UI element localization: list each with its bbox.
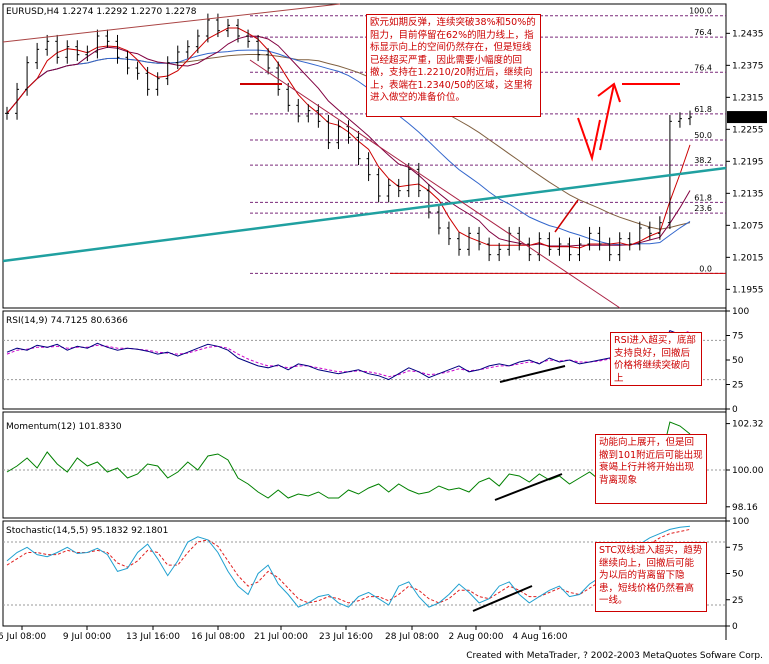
price-pane-title: EURUSD,H4 1.2274 1.2292 1.2270 1.2278 (6, 7, 197, 17)
stoch-support-line (472, 585, 533, 612)
price-tick-label-8: 1.1955 (732, 285, 764, 295)
fib-label-4: 50.0 (694, 131, 712, 140)
price-tick-label-5: 1.2135 (732, 189, 764, 199)
ma-mid-line (6, 35, 691, 247)
rsi-tick-label-4: 0 (732, 405, 738, 415)
fib-label-6: 61.8 (694, 193, 712, 202)
channel-line-down (249, 59, 621, 309)
rsi-line (6, 329, 691, 381)
fib-label-3: 61.8 (694, 105, 712, 114)
rsi-support-line (499, 365, 566, 383)
target-arrow-shaft (599, 83, 615, 151)
channel-line-top (2, 3, 341, 43)
note-rsi: RSI进入超买，底部支持良好，回撤后价格将继续突破向上 (610, 332, 702, 386)
footer-credit: Created with MetaTrader, ? 2002-2003 Met… (466, 651, 763, 661)
x-tick-label-6: 28 Jul 08:00 (385, 632, 439, 642)
rsi-tick-label-3: 25 (732, 381, 743, 391)
note-main: 欧元如期反弹，连续突破38%和50%的阻力，目前停留在62%的阻力线上，指标显示… (366, 14, 541, 117)
price-tick-label-1: 1.2375 (732, 61, 764, 71)
x-tick-label-8: 4 Aug 16:00 (513, 632, 568, 642)
target-arrow-head (597, 82, 621, 103)
stoch-tick-label-2: 50 (732, 570, 744, 580)
x-tick-label-1: 9 Jul 00:00 (63, 632, 112, 642)
fib-label-1: 76.4 (694, 28, 712, 37)
fib-label-2: 76.4 (694, 63, 712, 72)
momentum-line (6, 421, 691, 499)
x-tick-label-3: 16 Jul 08:00 (191, 632, 245, 642)
momentum-support-line (494, 473, 563, 501)
price-tick-label-2: 1.2315 (732, 93, 764, 103)
ma-slow-line (6, 49, 691, 246)
stoch-tick-label-1: 75 (732, 543, 743, 553)
momentum-tick-label-2: 98.16 (732, 503, 758, 513)
rsi-tick-label-2: 50 (732, 356, 744, 366)
breakout-marker (554, 199, 579, 233)
last-price-box (727, 111, 767, 124)
x-tick-label-0: 6 Jul 08:00 (0, 632, 46, 642)
rsi-tick-label-1: 75 (732, 332, 743, 342)
note-stochastic: STC双线进入超买，趋势继续向上，回撤后可能为以后的背离留下隐患，短线价格仍然看… (595, 542, 707, 612)
x-tick-label-2: 13 Jul 16:00 (126, 632, 180, 642)
fib-label-7: 23.6 (694, 204, 712, 213)
rsi-pane-title: RSI(14,9) 74.7125 80.6366 (6, 316, 128, 326)
x-tick-label-4: 21 Jul 00:00 (254, 632, 308, 642)
stoch-tick-label-0: 100 (732, 517, 749, 527)
stoch-pane-title: Stochastic(14,5,5) 95.1832 92.1801 (6, 526, 168, 536)
fib-label-8: 0.0 (699, 264, 712, 273)
price-tick-label-3: 1.2255 (732, 125, 764, 135)
pullback-arrow (577, 117, 601, 162)
pane-0-frame (2, 3, 727, 309)
price-tick-label-6: 1.2075 (732, 221, 764, 231)
fib-label-0: 100.0 (689, 7, 712, 16)
note-momentum: 动能向上展开，但是回撤到101附近后可能出现衰竭上行并将开始出现背离现象 (595, 434, 707, 504)
fib-label-5: 38.2 (694, 156, 712, 165)
rsi-tick-label-0: 100 (732, 307, 749, 317)
stoch-tick-label-3: 25 (732, 596, 743, 606)
price-tick-label-7: 1.2015 (732, 253, 764, 263)
price-tick-label-0: 1.2435 (732, 29, 764, 39)
momentum-pane-title: Momentum(12) 101.8330 (6, 422, 122, 432)
last-price-label: 1.2278 (730, 113, 762, 123)
stoch-tick-label-4: 0 (732, 622, 738, 632)
price-tick-label-4: 1.2195 (732, 157, 764, 167)
rsi-signal-line (6, 330, 691, 378)
momentum-tick-label-0: 102.32 (732, 420, 764, 430)
momentum-tick-label-1: 100.00 (732, 466, 764, 476)
x-tick-label-5: 23 Jul 16:00 (319, 632, 373, 642)
x-tick-label-7: 2 Aug 00:00 (449, 632, 504, 642)
stoch-main-line (6, 525, 691, 608)
stoch-signal-line (6, 528, 691, 604)
trend-line (2, 166, 727, 263)
